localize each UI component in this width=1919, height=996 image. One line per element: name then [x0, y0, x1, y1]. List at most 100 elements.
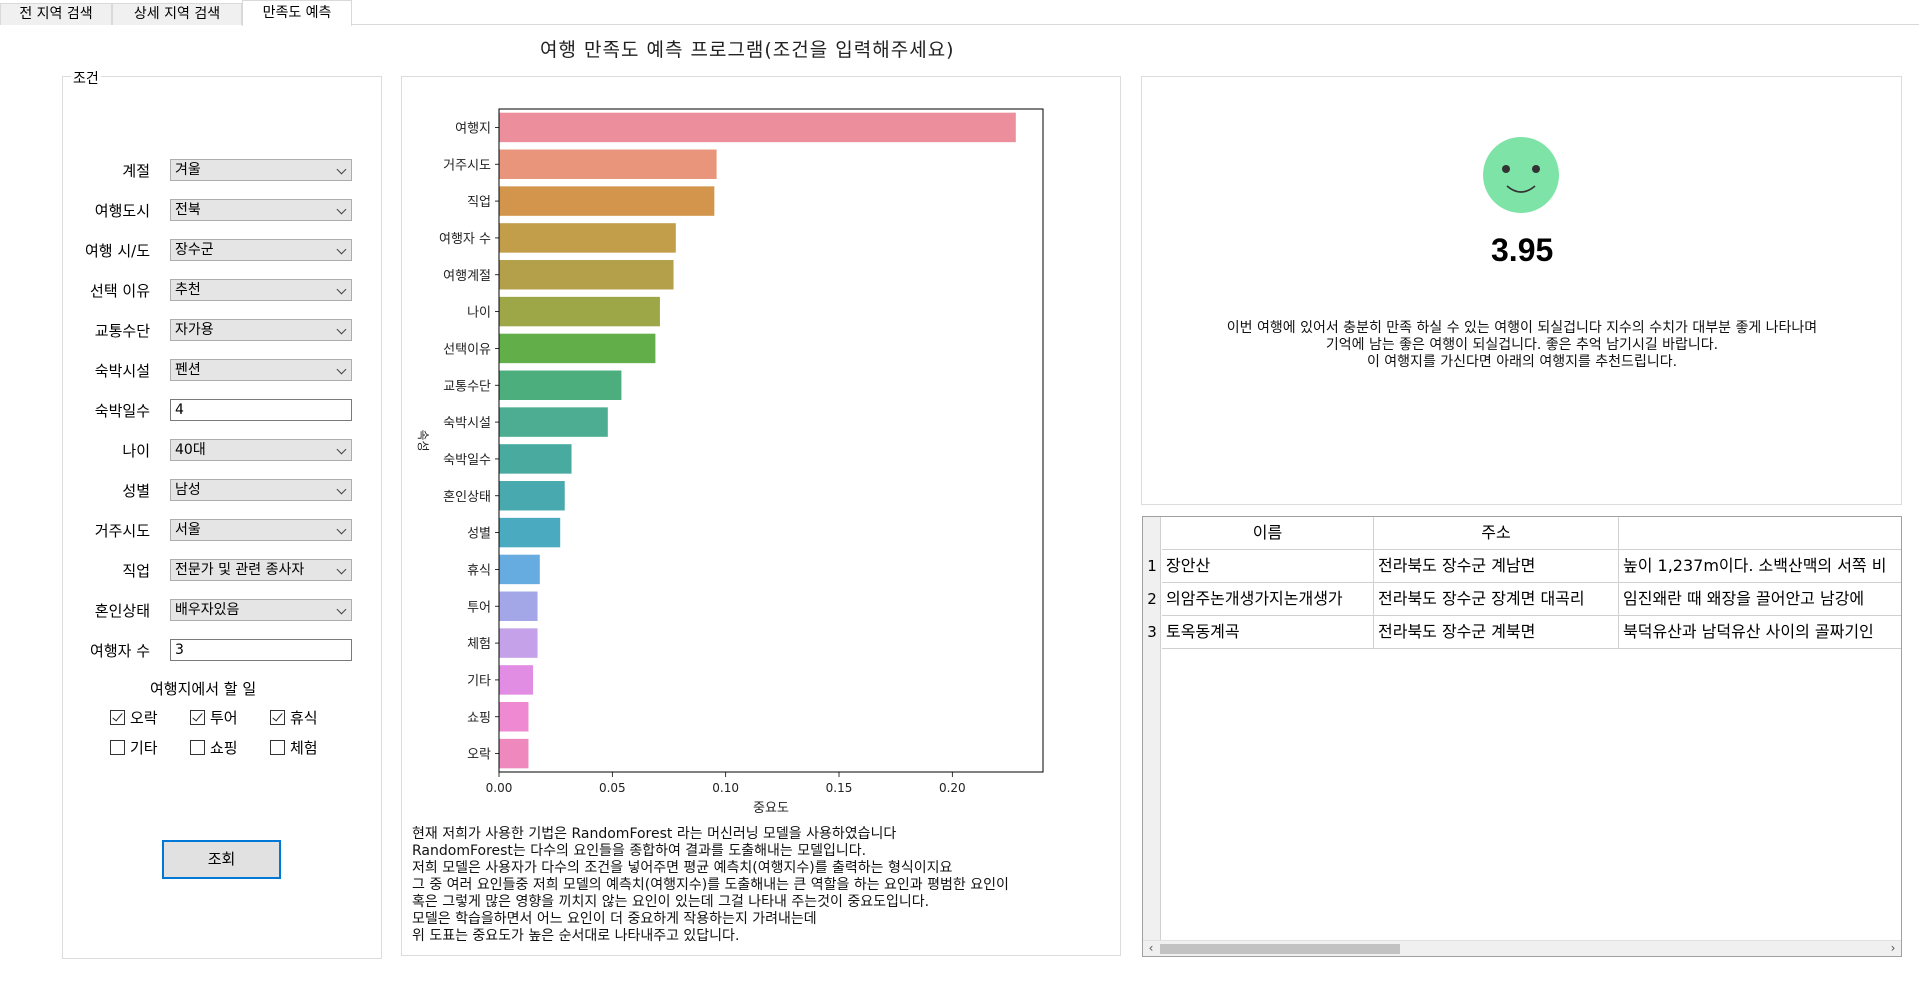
field-label: 직업: [122, 562, 150, 580]
row-number[interactable]: 1: [1147, 557, 1157, 575]
table-cell[interactable]: 북덕유산과 남덕유산 사이의 골짜기인: [1619, 616, 1901, 649]
chevron-down-icon[interactable]: [336, 324, 347, 335]
y-tick-label: 여행자 수: [439, 231, 491, 247]
checkbox-checked-icon[interactable]: [190, 710, 205, 725]
chevron-down-icon[interactable]: [336, 564, 347, 575]
description-line: 혹은 그렇게 많은 영향을 끼치지 않는 요인이 있는데 그걸 나타내 주는것이…: [412, 894, 930, 910]
bar: [499, 260, 674, 290]
table-column-header[interactable]: [1619, 517, 1901, 550]
query-button[interactable]: 조회: [162, 840, 281, 879]
field-textbox[interactable]: 3: [170, 639, 352, 661]
checkbox-empty-icon[interactable]: [110, 740, 125, 755]
field-combobox[interactable]: 전문가 및 관련 종사자: [170, 559, 352, 581]
field-combobox[interactable]: 남성: [170, 479, 352, 501]
activity-checkbox[interactable]: 기타: [110, 739, 158, 757]
field-label: 여행 시/도: [84, 242, 150, 260]
row-header-column: [1143, 517, 1161, 942]
chevron-down-icon[interactable]: [336, 364, 347, 375]
bar: [499, 554, 540, 585]
plot-frame: [498, 108, 1044, 773]
activity-checkbox[interactable]: 휴식: [270, 709, 318, 727]
field-textbox[interactable]: 4: [170, 399, 352, 421]
x-tick-label: 0.10: [712, 781, 739, 795]
bar: [499, 223, 676, 253]
scroll-left-icon[interactable]: ‹: [1148, 941, 1154, 955]
chevron-down-icon[interactable]: [336, 524, 347, 535]
field-label: 혼인상태: [94, 602, 150, 620]
field-label: 계절: [122, 162, 150, 180]
chevron-down-icon[interactable]: [336, 604, 347, 615]
row-number[interactable]: 3: [1147, 623, 1157, 641]
field-combobox[interactable]: 배우자있음: [170, 599, 352, 621]
scrollbar-thumb[interactable]: [1160, 944, 1400, 954]
field-value: 서울: [175, 522, 201, 538]
table-cell[interactable]: 토옥동계곡: [1162, 616, 1374, 649]
table-column-header[interactable]: 주소: [1374, 517, 1619, 550]
chevron-down-icon[interactable]: [336, 484, 347, 495]
field-value: 4: [175, 402, 184, 418]
field-combobox[interactable]: 전북: [170, 199, 352, 221]
table-cell[interactable]: 전라북도 장수군 장계면 대곡리: [1374, 583, 1619, 616]
recommendation-table[interactable]: ‹ › 이름 주소 1 장안산 전라북도 장수군 계남면 높이 1,237m이다. 소백산…: [1142, 516, 1902, 957]
y-tick-label: 선택이유: [443, 342, 491, 357]
row-number[interactable]: 2: [1147, 590, 1157, 608]
horizontal-scrollbar[interactable]: ‹ ›: [1143, 940, 1901, 956]
field-value: 추천: [175, 282, 201, 298]
tab-all-region-search[interactable]: 전 지역 검색: [0, 3, 112, 25]
field-combobox[interactable]: 장수군: [170, 239, 352, 261]
chevron-down-icon[interactable]: [336, 204, 347, 215]
field-combobox[interactable]: 자가용: [170, 319, 352, 341]
table-cell[interactable]: 전라북도 장수군 계남면: [1374, 550, 1619, 583]
table-column-header[interactable]: 이름: [1162, 517, 1374, 550]
chart-panel: [401, 76, 1121, 956]
y-axis-label: 속성: [416, 429, 430, 451]
bar: [499, 112, 1016, 143]
y-tick-label: 투어: [467, 600, 491, 615]
activity-checkbox[interactable]: 투어: [190, 709, 238, 727]
y-tick-label: 오락: [467, 748, 491, 763]
y-tick-label: 체험: [467, 637, 491, 652]
checkbox-empty-icon[interactable]: [270, 740, 285, 755]
y-tick-label: 거주시도: [443, 158, 491, 173]
table-cell[interactable]: 임진왜란 때 왜장을 끌어안고 남강에: [1619, 583, 1901, 616]
activity-label: 투어: [210, 709, 238, 727]
table-cell[interactable]: 전라북도 장수군 계북면: [1374, 616, 1619, 649]
field-label: 나이: [122, 442, 150, 460]
field-combobox[interactable]: 40대: [170, 439, 352, 461]
activity-label: 체험: [290, 739, 318, 757]
bar: [499, 517, 561, 548]
field-label: 여행도시: [94, 202, 150, 220]
field-combobox[interactable]: 추천: [170, 279, 352, 301]
chevron-down-icon[interactable]: [336, 284, 347, 295]
table-cell[interactable]: 의암주논개생가지논개생가: [1162, 583, 1374, 616]
scroll-right-icon[interactable]: ›: [1890, 941, 1896, 955]
bar: [499, 333, 656, 364]
model-description: 현재 저희가 사용한 기법은 RandomForest 라는 머신러닝 모델을 …: [412, 826, 1112, 945]
field-value: 장수군: [175, 242, 214, 258]
bar: [499, 407, 608, 437]
chevron-down-icon[interactable]: [336, 444, 347, 455]
satisfaction-score: 3.95: [1491, 232, 1554, 268]
field-combobox[interactable]: 겨울: [170, 159, 352, 181]
field-label: 숙박일수: [94, 402, 150, 420]
table-cell[interactable]: 높이 1,237m이다. 소백산맥의 서쪽 비: [1619, 550, 1901, 583]
activity-checkbox[interactable]: 체험: [270, 739, 318, 757]
activity-checkbox[interactable]: 오락: [110, 709, 158, 727]
table-cell[interactable]: 장안산: [1162, 550, 1374, 583]
description-line: 모델은 학습을하면서 어느 요인이 더 중요하게 작용하는지 가려내는데: [412, 911, 817, 927]
chevron-down-icon[interactable]: [336, 244, 347, 255]
tab-detail-region-search[interactable]: 상세 지역 검색: [112, 3, 242, 25]
x-tick-label: 0.15: [826, 781, 853, 795]
field-value: 전북: [175, 202, 201, 218]
field-combobox[interactable]: 펜션: [170, 359, 352, 381]
field-value: 남성: [175, 482, 201, 498]
field-combobox[interactable]: 서울: [170, 519, 352, 541]
checkbox-checked-icon[interactable]: [270, 710, 285, 725]
tab-satisfaction-prediction[interactable]: 만족도 예측: [242, 0, 352, 26]
chevron-down-icon[interactable]: [336, 164, 347, 175]
checkbox-checked-icon[interactable]: [110, 710, 125, 725]
activity-checkbox[interactable]: 쇼핑: [190, 739, 238, 757]
y-tick-label: 여행지: [455, 120, 491, 136]
checkbox-empty-icon[interactable]: [190, 740, 205, 755]
